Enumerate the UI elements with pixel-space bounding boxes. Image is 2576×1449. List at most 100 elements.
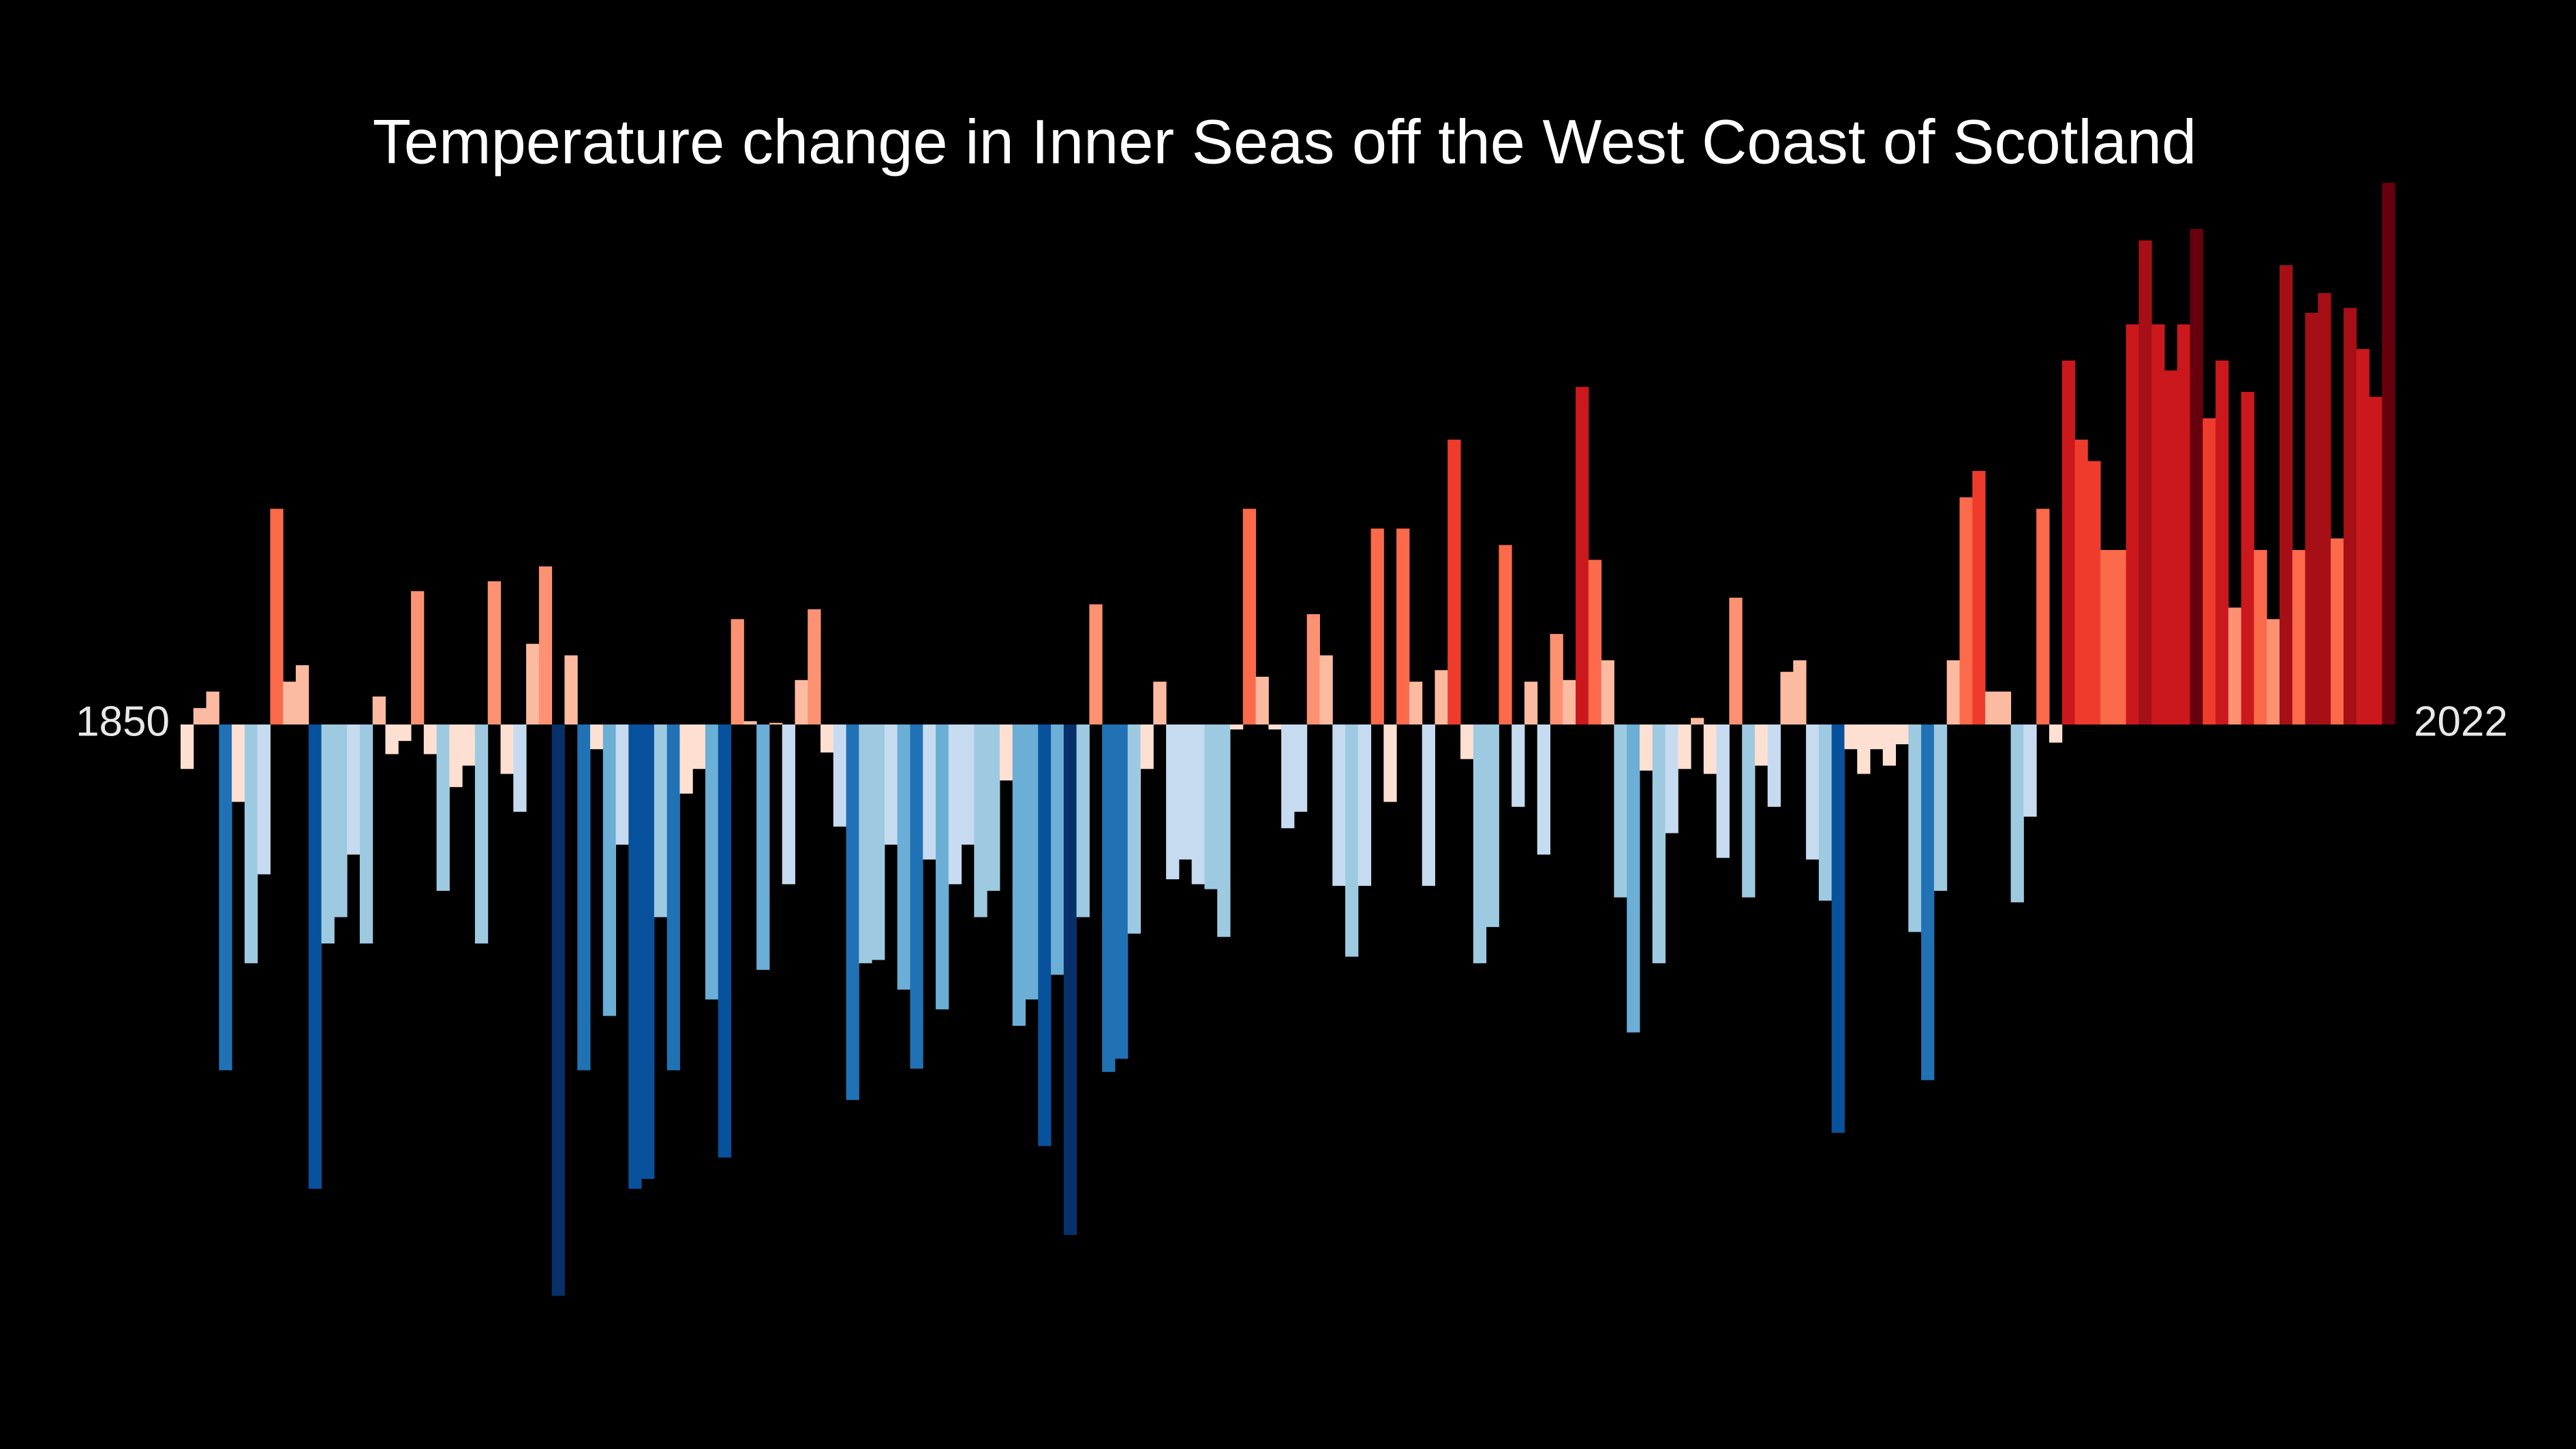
- bar: [808, 609, 821, 724]
- bar: [987, 724, 1000, 891]
- bar: [1703, 724, 1717, 774]
- bar: [1524, 682, 1538, 724]
- bar: [1780, 671, 1794, 724]
- bar: [2023, 724, 2037, 817]
- bar: [334, 724, 348, 917]
- bar: [948, 724, 962, 885]
- bar: [2087, 461, 2101, 724]
- bar: [1576, 386, 1589, 724]
- bar: [1460, 724, 1474, 759]
- bar: [589, 724, 604, 750]
- bar: [1806, 724, 1820, 860]
- bar: [2177, 324, 2191, 724]
- bar: [1268, 724, 1282, 730]
- bar: [1844, 724, 1858, 750]
- bar: [1089, 604, 1103, 724]
- bar: [936, 724, 949, 1009]
- bar: [1908, 724, 1922, 932]
- bar: [1512, 724, 1525, 807]
- bar: [270, 508, 283, 724]
- bar: [1447, 440, 1461, 724]
- bar: [884, 724, 898, 845]
- bar: [795, 680, 808, 724]
- bar: [897, 724, 910, 990]
- bar: [244, 724, 258, 964]
- chart-title: Temperature change in Inner Seas off the…: [373, 107, 2196, 177]
- bar: [718, 724, 732, 1158]
- bar: [1537, 724, 1550, 855]
- bar: [296, 665, 309, 724]
- bar: [1754, 724, 1768, 766]
- bar: [692, 724, 706, 769]
- bar: [731, 619, 744, 724]
- bar: [1383, 724, 1397, 802]
- bar: [2279, 264, 2293, 724]
- bar: [923, 724, 936, 860]
- end-year-label: 2022: [2414, 698, 2508, 745]
- bar: [2074, 440, 2088, 724]
- bar: [615, 724, 629, 845]
- bar: [705, 724, 719, 1000]
- bar: [1985, 691, 1999, 724]
- bar: [2049, 724, 2063, 743]
- bar: [1102, 724, 1116, 1072]
- bar: [1038, 724, 1052, 1146]
- bar: [436, 724, 450, 891]
- bar: [756, 724, 770, 970]
- bar: [1550, 634, 1563, 724]
- bar: [1767, 724, 1781, 807]
- bar: [1306, 614, 1320, 724]
- bar: [1473, 724, 1487, 964]
- bar: [833, 724, 847, 827]
- bar: [1639, 724, 1653, 771]
- bar: [782, 724, 795, 885]
- bar: [1678, 724, 1691, 769]
- bar: [1627, 724, 1640, 1033]
- bar: [1588, 560, 1602, 724]
- bar: [1959, 497, 1973, 724]
- bar: [1818, 724, 1833, 901]
- bar: [2100, 549, 2114, 724]
- bar: [1051, 724, 1064, 975]
- bar: [1114, 724, 1129, 1059]
- bar: [1076, 724, 1090, 917]
- bar: [769, 722, 783, 724]
- bar: [564, 655, 578, 724]
- bar: [500, 724, 514, 774]
- bar: [1025, 724, 1039, 1000]
- bar: [1691, 718, 1704, 724]
- bar: [1729, 597, 1743, 724]
- bar: [1063, 724, 1077, 1235]
- bar: [181, 724, 194, 769]
- bar: [2382, 183, 2395, 725]
- start-year-label: 1850: [76, 698, 170, 745]
- bar: [2369, 397, 2382, 724]
- bar: [654, 724, 668, 917]
- bar: [2061, 361, 2075, 724]
- bar: [1946, 660, 1960, 724]
- bar: [2318, 293, 2331, 724]
- bar: [859, 724, 872, 964]
- bar: [219, 724, 232, 1071]
- bar: [1793, 660, 1807, 724]
- bar: [2164, 370, 2178, 724]
- bar: [1281, 724, 1295, 829]
- bar: [193, 707, 207, 724]
- bar: [1422, 724, 1435, 886]
- bar: [385, 724, 399, 754]
- bar: [1332, 724, 1346, 886]
- bar: [1870, 724, 1884, 750]
- bar: [1409, 682, 1423, 724]
- bar: [1435, 670, 1448, 724]
- bar: [1601, 660, 1614, 724]
- bar: [1204, 724, 1218, 889]
- bar: [1716, 724, 1730, 858]
- bar: [679, 724, 693, 794]
- bar: [1895, 724, 1909, 744]
- bar: [2331, 538, 2344, 724]
- bar: [2215, 361, 2229, 724]
- bar: [2190, 228, 2203, 724]
- bar: [1742, 724, 1755, 898]
